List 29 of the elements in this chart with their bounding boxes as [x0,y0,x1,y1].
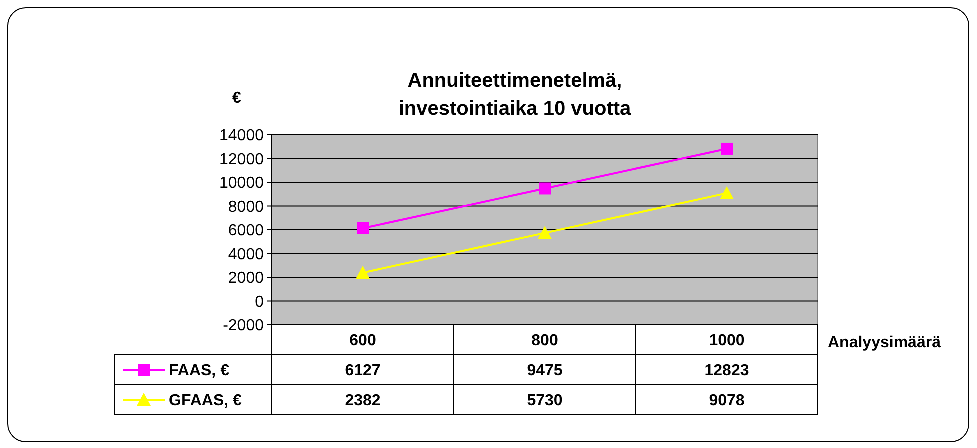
point [356,266,370,279]
y-tick-label: 6000 [228,222,264,240]
y-tick-label: 0 [255,294,264,311]
data-label: 2382 [345,392,381,410]
data-label: 9475 [527,362,563,380]
data-label: 6127 [345,362,381,380]
y-tick-label: 12000 [220,151,264,168]
y-tick-label: 4000 [228,246,264,264]
x-axis-title: Analyysimäärä [828,334,942,352]
data-label: 12823 [704,362,750,380]
y-tick-label: 10000 [220,175,264,192]
data-label: 9078 [709,392,745,410]
x-tick-label: 600 [350,332,376,350]
y-tick-label: 14000 [220,128,264,145]
point [539,182,551,195]
y-tick-label: 8000 [228,198,264,216]
data-label: 5730 [527,392,563,410]
y-tick-label: 2000 [228,270,264,288]
y-tick-label: -2000 [223,318,264,335]
point [357,222,369,234]
point [720,186,734,200]
x-tick-label: 1000 [709,332,745,350]
chart-title: Annuiteettimenetelmä, investointiaika 10 vuotta [398,70,632,120]
point [538,226,552,240]
legend-label: GFAAS, € [169,392,242,410]
y-axis-title: € [232,90,242,107]
legend-label: FAAS, € [169,362,230,380]
point [721,142,733,155]
x-tick-label: 800 [532,332,558,350]
